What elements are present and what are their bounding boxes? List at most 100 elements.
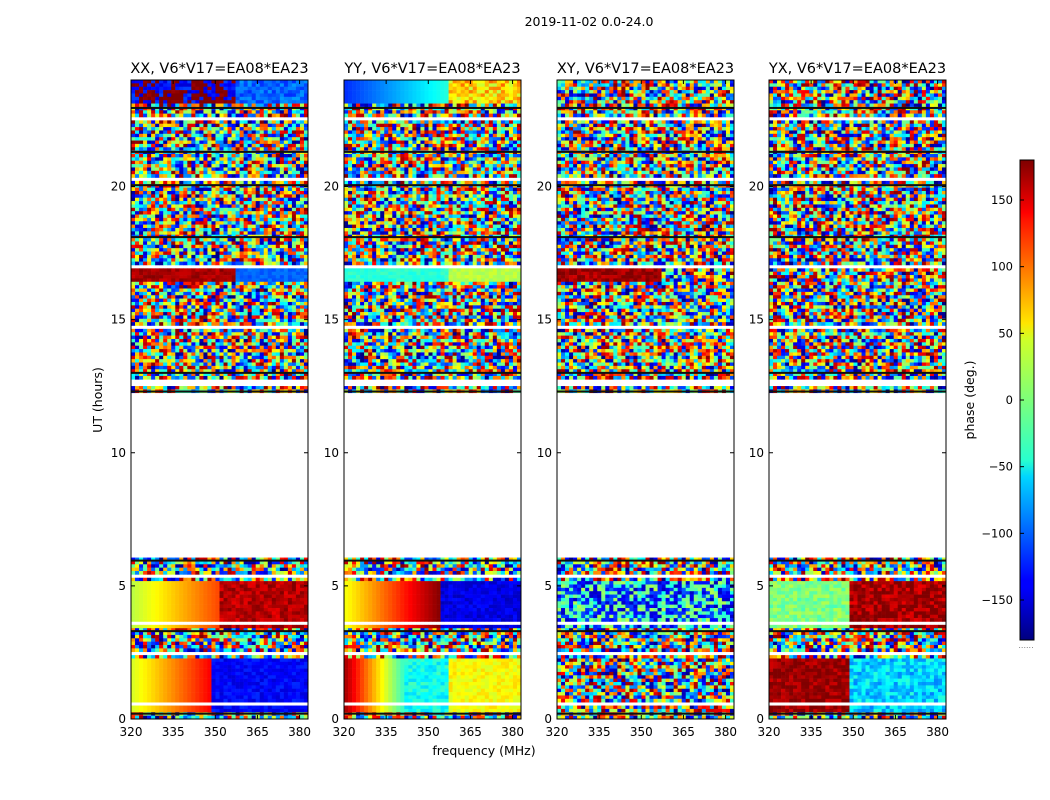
heat-cell [248, 157, 252, 161]
heat-cell [187, 97, 191, 101]
heat-cell [143, 231, 147, 235]
heat-cell [171, 130, 175, 134]
heat-cell [175, 87, 179, 91]
heat-cell [179, 127, 183, 131]
heat-cell [135, 127, 139, 131]
heat-cell [215, 154, 219, 158]
heat-cell [191, 100, 195, 104]
heat-cell [224, 161, 228, 165]
heat-cell [203, 174, 207, 178]
heat-cell [163, 215, 167, 219]
heat-cell [228, 114, 232, 118]
heat-cell [256, 218, 260, 222]
heat-cell [183, 171, 187, 175]
heat-cell [139, 228, 143, 232]
heat-cell [155, 228, 159, 232]
heat-cell [131, 147, 135, 151]
heat-cell [280, 198, 284, 202]
heat-cell [232, 147, 236, 151]
heat-cell [292, 221, 296, 225]
heat-cell [280, 130, 284, 134]
heat-cell [248, 93, 252, 97]
heat-cell [151, 208, 155, 212]
heat-cell [272, 225, 276, 229]
heat-cell [228, 110, 232, 114]
heat-cell [244, 218, 248, 222]
heat-cell [272, 100, 276, 104]
heat-cell [268, 120, 272, 124]
heat-cell [207, 167, 211, 171]
heat-cell [260, 120, 264, 124]
heat-cell [143, 120, 147, 124]
heat-cell [139, 130, 143, 134]
heat-cell [167, 211, 171, 215]
heat-cell [220, 201, 224, 205]
heat-cell [244, 134, 248, 138]
heat-cell [252, 134, 256, 138]
heat-cell [203, 167, 207, 171]
heat-cell [252, 127, 256, 131]
heat-cell [244, 124, 248, 128]
heat-cell [228, 198, 232, 202]
heat-cell [260, 218, 264, 222]
heat-cell [211, 100, 215, 104]
heat-cell [296, 204, 300, 208]
heat-cell [175, 191, 179, 195]
heat-cell [175, 137, 179, 141]
heat-cell [232, 127, 236, 131]
heat-cell [280, 124, 284, 128]
heat-cell [276, 127, 280, 131]
heat-cell [240, 90, 244, 94]
heat-cell [179, 201, 183, 205]
heat-cell [195, 154, 199, 158]
heat-cell [300, 174, 304, 178]
heat-cell [248, 114, 252, 118]
heat-cell [215, 120, 219, 124]
heat-cell [131, 144, 135, 148]
heat-cell [143, 204, 147, 208]
heat-cell [203, 97, 207, 101]
heat-cell [211, 120, 215, 124]
heat-cell [236, 114, 240, 118]
heat-cell [292, 204, 296, 208]
heat-cell [143, 104, 147, 108]
heat-cell [280, 164, 284, 168]
heat-cell [300, 137, 304, 141]
heat-cell [167, 225, 171, 229]
heat-cell [207, 225, 211, 229]
heat-cell [272, 221, 276, 225]
heat-cell [272, 164, 276, 168]
heat-cell [236, 110, 240, 114]
heat-cell [232, 188, 236, 192]
heat-cell [183, 181, 187, 185]
heat-cell [187, 100, 191, 104]
heat-cell [232, 134, 236, 138]
heat-cell [155, 114, 159, 118]
heat-cell [296, 87, 300, 91]
heat-cell [199, 83, 203, 87]
heat-cell [167, 80, 171, 84]
heat-cell [276, 221, 280, 225]
heat-cell [211, 181, 215, 185]
heat-cell [155, 124, 159, 128]
heat-cell [248, 171, 252, 175]
heat-cell [155, 238, 159, 242]
heat-cell [240, 218, 244, 222]
heat-cell [159, 208, 163, 212]
heat-cell [215, 204, 219, 208]
heat-cell [228, 104, 232, 108]
heat-cell [264, 194, 268, 198]
heat-cell [228, 174, 232, 178]
heat-cell [244, 144, 248, 148]
heat-cell [248, 80, 252, 84]
heat-cell [272, 154, 276, 158]
heat-cell [236, 87, 240, 91]
heat-cell [268, 204, 272, 208]
heat-cell [228, 188, 232, 192]
heat-cell [244, 114, 248, 118]
heat-cell [183, 161, 187, 165]
heat-cell [284, 134, 288, 138]
heat-cell [220, 167, 224, 171]
heat-cell [232, 228, 236, 232]
heat-cell [183, 147, 187, 151]
